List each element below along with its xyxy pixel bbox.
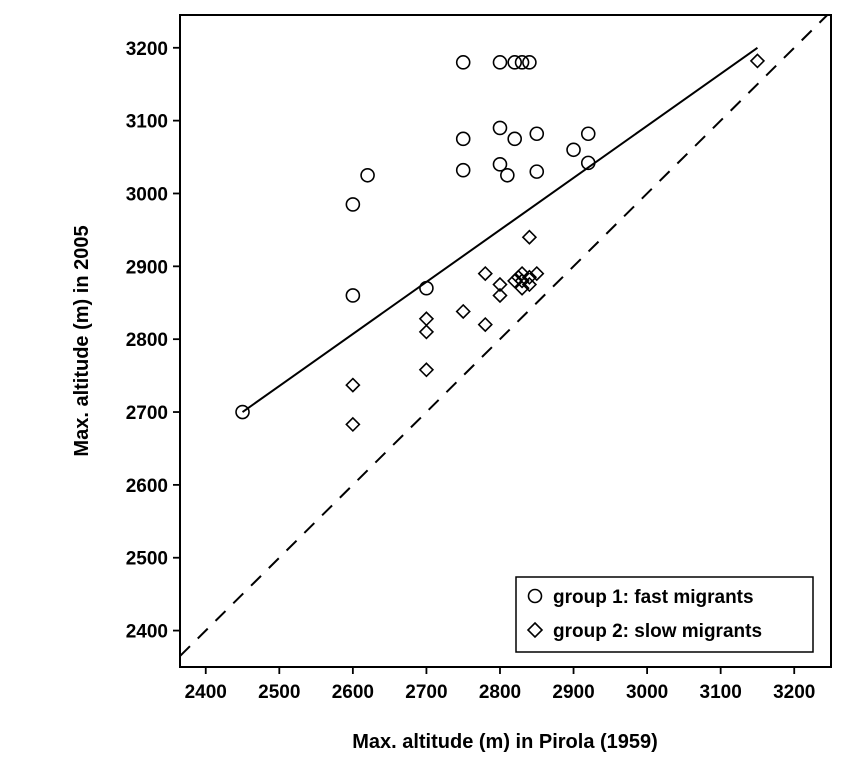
y-tick-label: 2700 (126, 403, 168, 424)
point-group-1 (345, 288, 361, 303)
point-group-2 (529, 265, 545, 282)
y-tick-label: 3100 (126, 112, 168, 133)
point-group-2 (477, 265, 493, 282)
legend-label-group-1: group 1: fast migrants (553, 587, 754, 608)
legend-label-group-2: group 2: slow migrants (553, 621, 762, 642)
y-axis-title: Max. altitude (m) in 2005 (71, 225, 93, 456)
regression-line (241, 46, 759, 413)
point-group-1 (492, 120, 508, 136)
point-group-2 (455, 303, 471, 320)
x-tick-label: 3100 (700, 682, 742, 703)
point-group-2 (345, 377, 361, 393)
x-tick-label: 3000 (626, 682, 668, 703)
y-tick-label: 3200 (126, 39, 168, 60)
point-group-2 (477, 316, 493, 333)
point-group-1 (235, 404, 250, 420)
point-group-2 (521, 276, 538, 293)
legend-box (515, 576, 814, 653)
point-group-1 (514, 55, 530, 70)
reference-lines (180, 15, 829, 657)
point-group-1 (529, 126, 545, 142)
point-group-2 (507, 273, 523, 289)
x-tick-label: 2400 (185, 682, 227, 703)
point-group-1 (522, 55, 537, 70)
y-tick-label: 2500 (126, 549, 168, 570)
y-tick-label: 2800 (126, 330, 168, 351)
point-group-1 (492, 55, 508, 70)
data-points (235, 53, 766, 433)
point-group-2 (418, 362, 435, 378)
x-tick-label: 2900 (552, 682, 594, 703)
point-group-2 (514, 280, 530, 296)
point-group-1 (455, 162, 471, 178)
point-group-1 (566, 142, 581, 158)
y-tick-label: 2400 (126, 622, 168, 643)
point-group-1 (455, 55, 471, 70)
y-tick-label: 2600 (126, 476, 168, 497)
x-tick-label: 2700 (405, 682, 447, 703)
point-group-2 (514, 265, 530, 282)
point-group-2 (521, 269, 538, 285)
x-tick-label: 2500 (258, 682, 300, 703)
point-group-1 (529, 164, 545, 179)
x-axis-title: Max. altitude (m) in Pirola (1959) (352, 731, 658, 753)
point-group-1 (500, 167, 515, 183)
axis-ticks: 2400 2500 2600 2700 2800 2900 3000 3100 3200 2400… (126, 39, 816, 703)
legend-marker-group-1 (527, 588, 543, 604)
y-tick-label: 3000 (126, 184, 168, 205)
point-group-1 (507, 55, 522, 70)
x-tick-label: 2800 (479, 682, 521, 703)
point-group-2 (521, 229, 538, 245)
point-group-1 (419, 280, 434, 296)
point-group-1 (455, 131, 471, 147)
point-group-2 (492, 287, 508, 304)
point-group-1 (492, 157, 508, 172)
point-group-2 (345, 416, 361, 433)
point-group-2 (418, 311, 435, 327)
point-group-1 (345, 197, 361, 212)
x-tick-label: 3200 (773, 682, 815, 703)
x-tick-label: 2600 (332, 682, 374, 703)
point-group-2 (492, 276, 508, 293)
point-group-2 (749, 53, 766, 69)
legend-marker-group-2 (526, 621, 544, 639)
plot-frame (179, 14, 832, 668)
point-group-1 (580, 126, 596, 142)
point-group-2 (514, 273, 530, 289)
identity-line (180, 15, 829, 657)
point-group-1 (507, 131, 522, 147)
point-group-2 (418, 324, 435, 340)
legend: group 1: fast migrants group 2: slow mig… (515, 576, 814, 653)
y-tick-label: 2900 (126, 257, 168, 278)
point-group-1 (580, 155, 596, 171)
point-group-1 (360, 167, 375, 183)
